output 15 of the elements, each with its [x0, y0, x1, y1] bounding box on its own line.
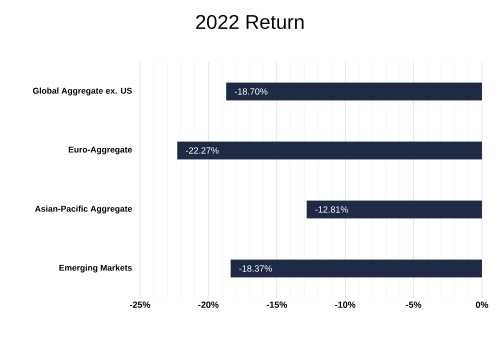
x-tick-label: -5%: [406, 302, 422, 308]
data-label: -22.27%: [186, 147, 219, 154]
y-tick-label: Asian-Pacific Aggregate: [35, 206, 132, 214]
y-tick-label: Global Aggregate ex. US: [32, 88, 132, 96]
data-label: -18.37%: [239, 265, 272, 272]
y-tick-label: Euro-Aggregate: [68, 146, 132, 154]
data-label: -12.81%: [315, 206, 348, 213]
x-tick-label: -15%: [266, 302, 288, 308]
chart-title: 2022 Return: [196, 14, 304, 30]
x-tick-label: -20%: [198, 302, 219, 308]
x-tick-label: -10%: [335, 302, 356, 308]
x-tick-label: -25%: [130, 302, 150, 308]
data-label: -18.70%: [234, 88, 268, 95]
y-tick-label: Emerging Markets: [59, 264, 132, 272]
x-tick-label: 0%: [476, 302, 488, 308]
